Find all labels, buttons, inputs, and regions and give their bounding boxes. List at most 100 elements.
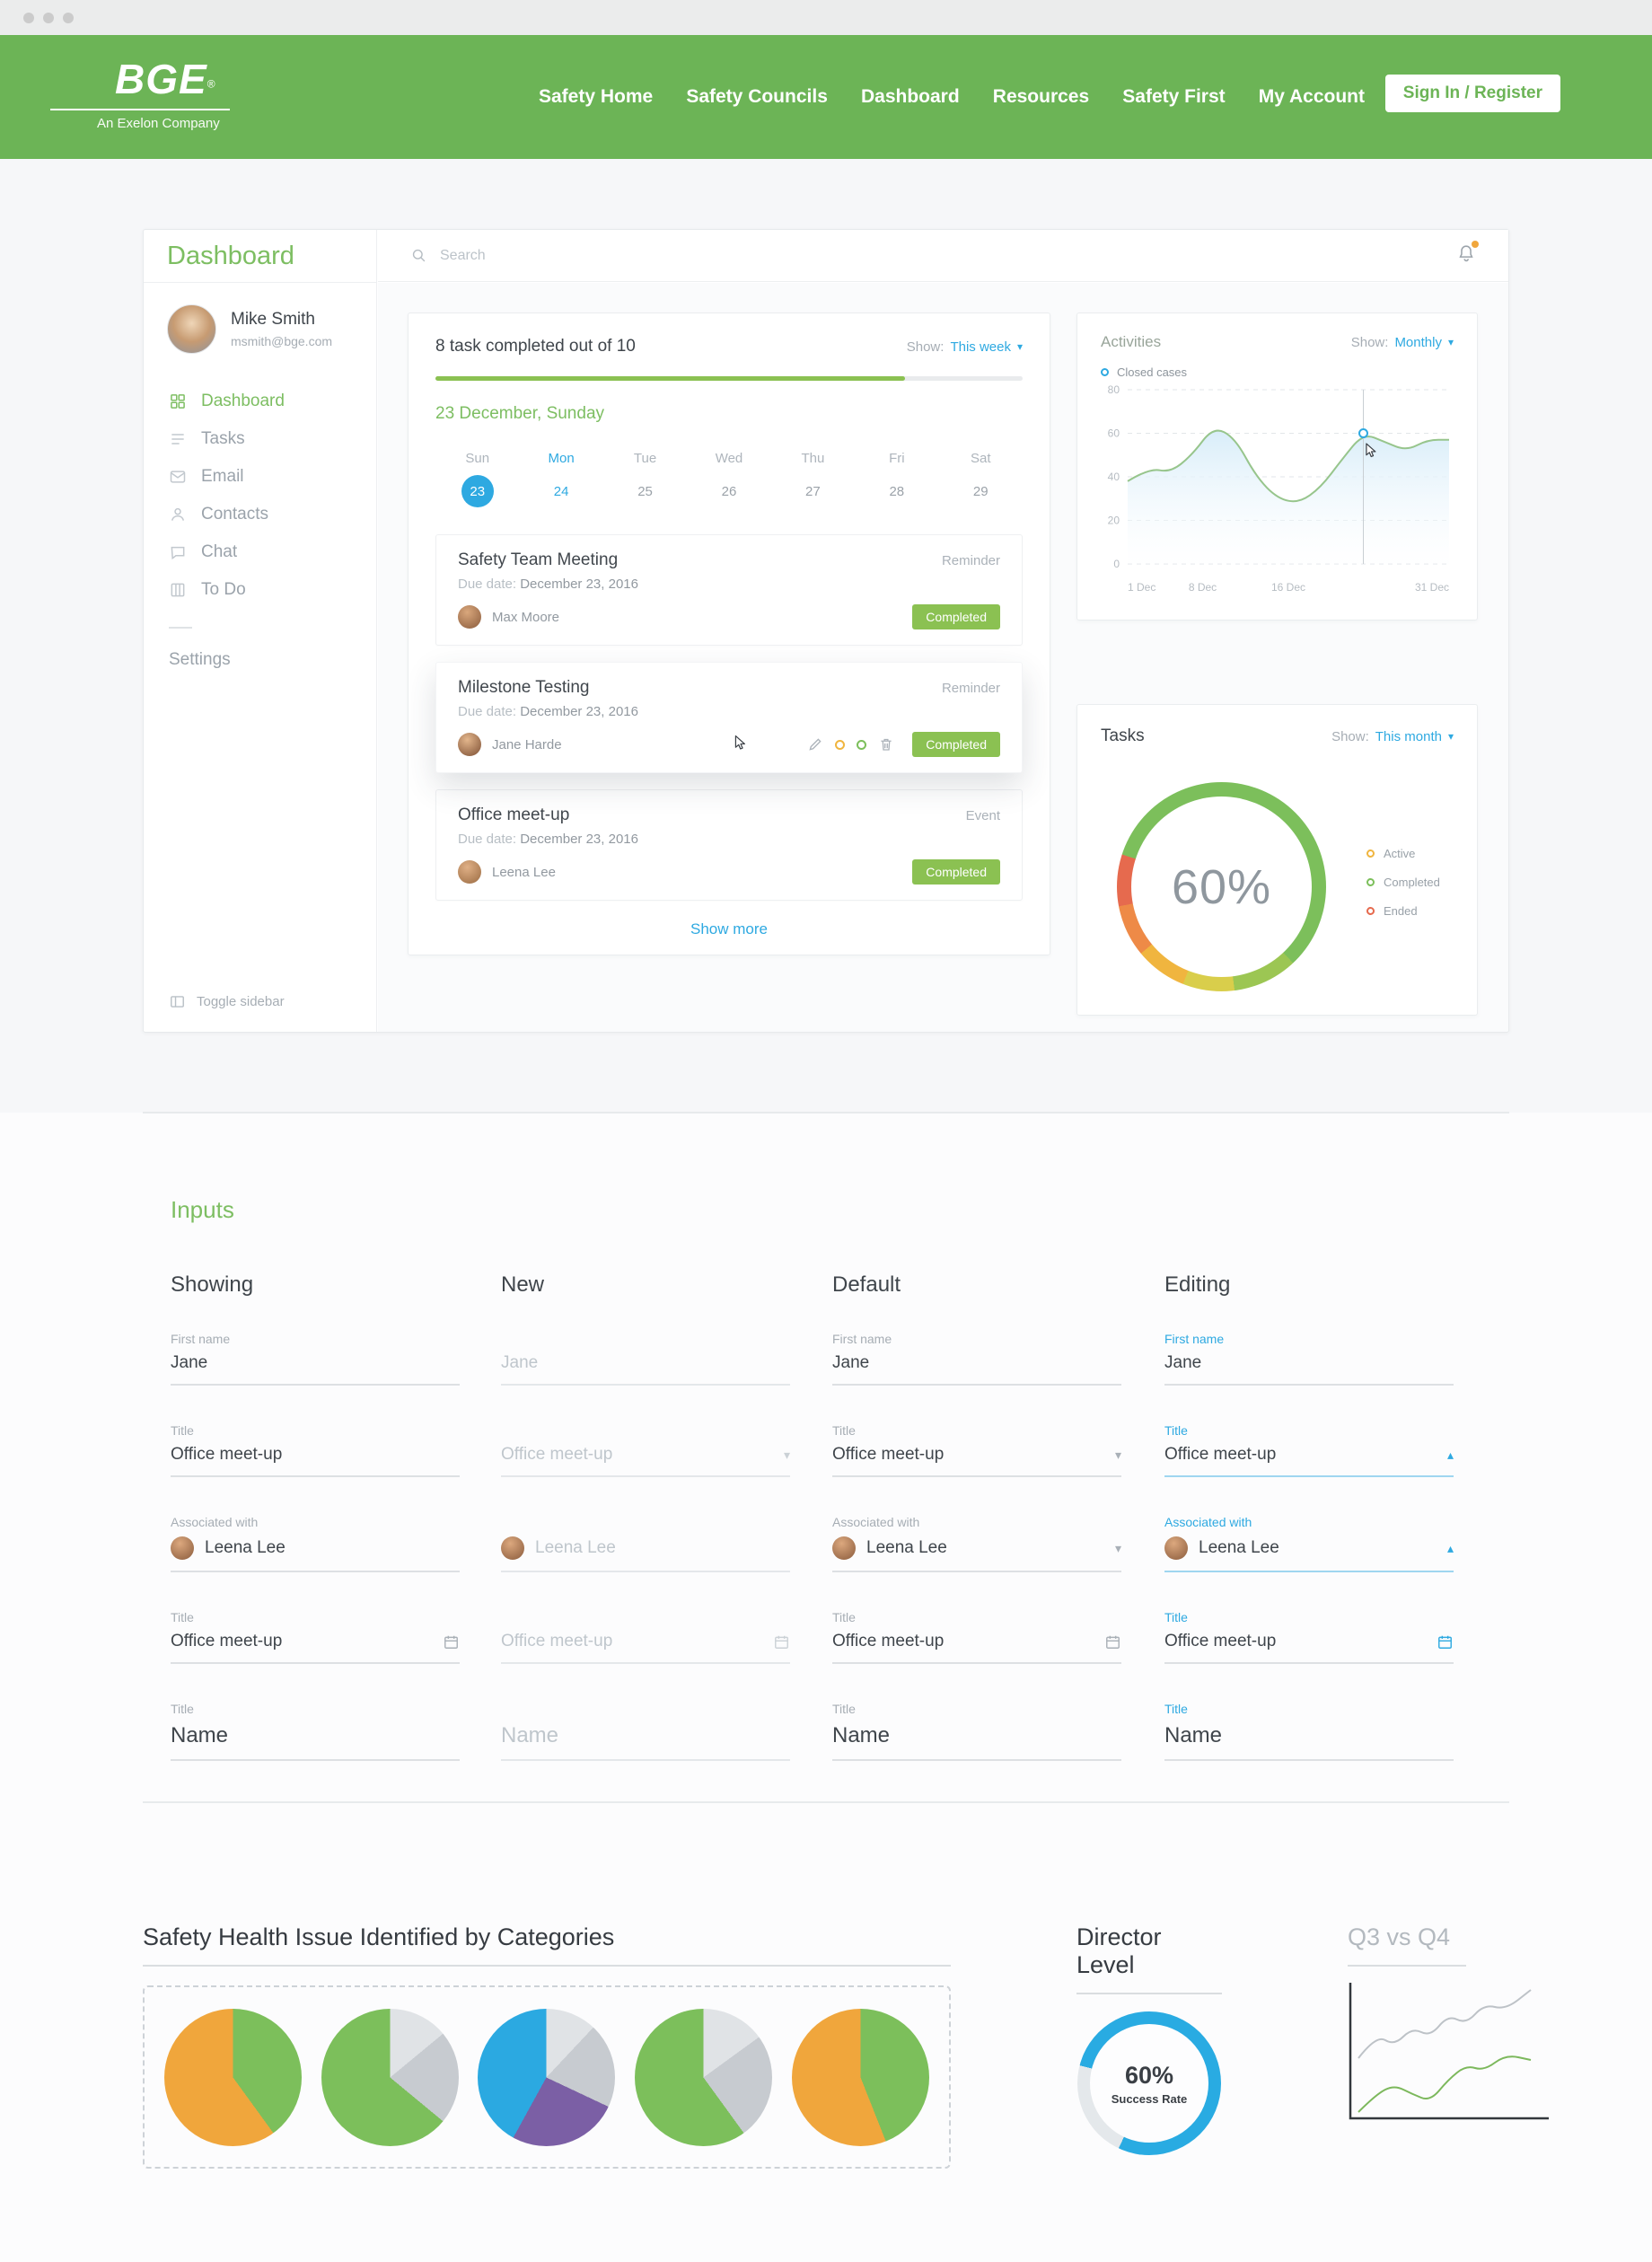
column-title: Editing [1164, 1272, 1231, 1297]
dashboard-window: Dashboard Mike Smith msmith@bge.com Dash… [143, 229, 1509, 1033]
input-field[interactable]: Office meet-up ▾ [501, 1423, 790, 1477]
pie-chart-2 [321, 2008, 459, 2146]
status-yellow-icon[interactable] [835, 739, 846, 750]
nav-item-resources[interactable]: Resources [992, 86, 1090, 107]
director-donut-center: 60% Success Rate [1077, 2011, 1221, 2155]
input-field[interactable]: Associated with Leena Lee ▾ [832, 1515, 1121, 1572]
input-field[interactable]: Office meet-up [501, 1610, 790, 1664]
sidebar-item-email[interactable]: Email [144, 458, 376, 496]
input-field[interactable]: Title Name [832, 1702, 1121, 1761]
input-field[interactable]: First name Jane [1164, 1332, 1454, 1386]
day-sat[interactable]: Sat 29 [970, 451, 991, 499]
toggle-sidebar[interactable]: Toggle sidebar [169, 993, 285, 1010]
activities-header: Activities Show: Monthly ▾ [1101, 333, 1454, 351]
inputs-column-default: Default First name Jane Title Office meet-up… [832, 1272, 1121, 1799]
status-green-icon[interactable] [857, 739, 867, 750]
input-field[interactable]: First name Jane [832, 1332, 1121, 1386]
input-field[interactable]: Title Office meet-up [1164, 1610, 1454, 1664]
window-dot-minimize[interactable] [43, 12, 54, 23]
field-label: Title [1164, 1702, 1188, 1716]
chat-icon [169, 543, 187, 561]
legend-dot-icon [1101, 368, 1109, 376]
field-value: Office meet-up [832, 1632, 945, 1650]
nav-item-safety-councils[interactable]: Safety Councils [686, 86, 828, 107]
tasks-donut-legend: Active Completed Ended [1366, 847, 1440, 918]
edit-icon[interactable] [807, 736, 823, 753]
sidebar-item-tasks[interactable]: Tasks [144, 420, 376, 458]
field-value: Office meet-up [501, 1632, 613, 1650]
activities-line-chart: 0 20 40 60 80 1 Dec 8 Dec 16 Dec 31 Dec [1101, 379, 1454, 604]
field-value: Office meet-up [501, 1445, 613, 1464]
input-field[interactable]: Title Office meet-up [171, 1423, 460, 1477]
day-fri[interactable]: Fri 28 [889, 451, 905, 499]
tasks-filter-dropdown[interactable]: Show: This week ▾ [907, 339, 1023, 355]
input-field[interactable]: Title Office meet-up ▾ [832, 1423, 1121, 1477]
input-field[interactable]: Associated with Leena Lee [171, 1515, 460, 1572]
chevron-down-icon[interactable]: ▾ [1114, 1540, 1121, 1555]
pie-chart-1 [163, 2008, 302, 2146]
main-nav: Safety Home Safety Councils Dashboard Resou… [539, 35, 1365, 159]
input-field[interactable]: Title Office meet-up [832, 1610, 1121, 1664]
sidebar-item-to-do[interactable]: To Do [144, 571, 376, 609]
input-field[interactable]: Title Office meet-up [171, 1610, 460, 1664]
tasks-widget-filter-dropdown[interactable]: Show: This month ▾ [1331, 729, 1454, 744]
input-field[interactable]: First name Jane [171, 1332, 460, 1386]
task-card[interactable]: Milestone Testing Reminder Due date: Decem… [435, 662, 1023, 773]
nav-item-safety-first[interactable]: Safety First [1122, 86, 1226, 107]
chevron-up-icon[interactable]: ▴ [1446, 1540, 1454, 1555]
window-dot-maximize[interactable] [63, 12, 74, 23]
selected-date: 23 December, Sunday [435, 404, 605, 423]
input-field[interactable]: Name [501, 1702, 790, 1761]
bge-logo[interactable]: BGE® An Exelon Company [50, 55, 241, 131]
chevron-up-icon[interactable]: ▴ [1446, 1447, 1454, 1462]
field-label: Title [171, 1702, 194, 1716]
field-value: Leena Lee [205, 1538, 286, 1557]
assignee-avatar [832, 1536, 856, 1560]
input-field[interactable]: Title Name [171, 1702, 460, 1761]
q3-vs-q4-block: Q3 vs Q4 [1348, 1923, 1563, 2127]
input-field[interactable]: Title Office meet-up ▴ [1164, 1423, 1454, 1477]
day-mon[interactable]: Mon 24 [548, 451, 575, 499]
search-input[interactable] [440, 247, 1456, 264]
sidebar-item-dashboard[interactable]: Dashboard [144, 383, 376, 420]
show-more-link[interactable]: Show more [690, 920, 768, 937]
search-icon [410, 247, 427, 264]
topbar [378, 230, 1508, 282]
sign-in-register-button[interactable]: Sign In / Register [1384, 75, 1560, 112]
task-card[interactable]: Office meet-up Event Due date: December 23… [435, 789, 1023, 901]
chevron-down-icon[interactable]: ▾ [783, 1447, 790, 1462]
task-progress-fill [435, 376, 906, 381]
field-label [501, 1610, 790, 1625]
calendar-icon[interactable] [1104, 1633, 1121, 1650]
svg-text:8 Dec: 8 Dec [1189, 581, 1217, 594]
window-dot-close[interactable] [23, 12, 34, 23]
input-field[interactable]: Jane [501, 1332, 790, 1386]
activities-filter-dropdown[interactable]: Show: Monthly ▾ [1351, 335, 1454, 350]
input-field[interactable]: Title Name [1164, 1702, 1454, 1761]
input-field[interactable]: Leena Lee [501, 1515, 790, 1572]
nav-item-my-account[interactable]: My Account [1258, 86, 1365, 107]
nav-item-safety-home[interactable]: Safety Home [539, 86, 654, 107]
calendar-icon[interactable] [443, 1633, 460, 1650]
field-value: Jane [1164, 1353, 1202, 1372]
day-sun[interactable]: Sun 23 [435, 451, 519, 507]
sidebar-item-chat[interactable]: Chat [144, 533, 376, 571]
chevron-down-icon[interactable]: ▾ [1114, 1447, 1121, 1462]
window-titlebar [0, 0, 1652, 35]
input-field[interactable]: Associated with Leena Lee ▴ [1164, 1515, 1454, 1572]
task-card[interactable]: Safety Team Meeting Reminder Due date: Dec… [435, 534, 1023, 646]
day-tue[interactable]: Tue 25 [633, 451, 657, 499]
day-wed[interactable]: Wed 26 [715, 451, 743, 499]
show-value: This month [1375, 728, 1442, 744]
delete-icon[interactable] [878, 736, 894, 753]
nav-item-dashboard[interactable]: Dashboard [860, 86, 960, 107]
sidebar-item-settings[interactable]: Settings [169, 650, 231, 669]
user-profile[interactable]: Mike Smith msmith@bge.com [144, 283, 376, 375]
calendar-icon[interactable] [1437, 1633, 1454, 1650]
menu-divider [169, 627, 192, 629]
calendar-icon[interactable] [773, 1633, 790, 1650]
task-panel-header: 8 task completed out of 10 Show: This we… [435, 337, 1023, 356]
day-thu[interactable]: Thu 27 [801, 451, 825, 499]
sidebar-item-contacts[interactable]: Contacts [144, 496, 376, 533]
notifications-bell-icon[interactable] [1456, 241, 1479, 268]
